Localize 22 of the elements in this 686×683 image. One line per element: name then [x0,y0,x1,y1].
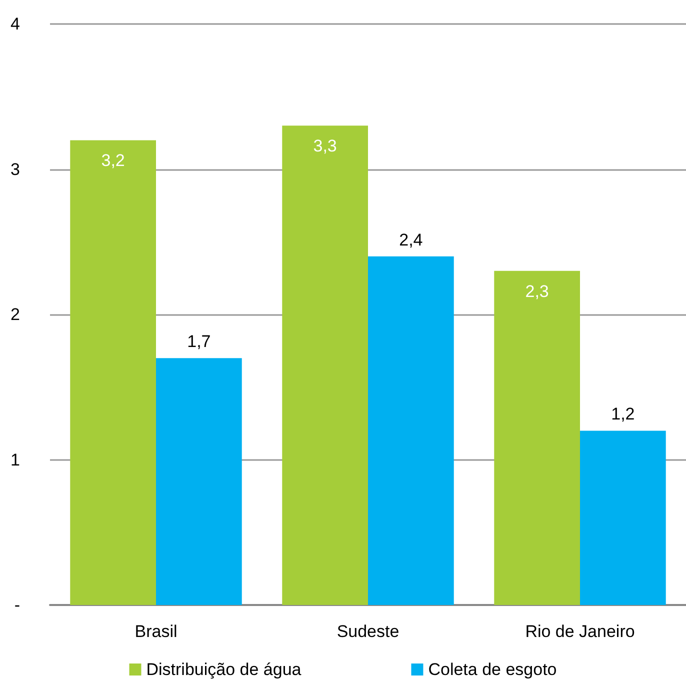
y-tick-label: 3 [10,160,20,179]
data-label: 3,2 [101,151,125,170]
y-tick-label: 2 [10,305,20,324]
bar [580,430,666,605]
y-tick-label: - [14,596,20,614]
bar [282,126,368,605]
data-label: 2,3 [525,282,549,301]
y-tick-label: 1 [10,450,20,470]
bar [368,256,454,605]
data-label: 1,7 [187,332,211,352]
x-tick-label: Sudeste [336,622,400,641]
bar [156,358,242,605]
y-tick-label: 4 [10,14,20,34]
x-tick-label: Rio de Janeiro [525,622,635,641]
bar [70,140,156,605]
legend-label: Distribuição de água [146,660,302,679]
bar [494,270,580,605]
data-label: 3,3 [313,136,337,156]
legend-label: Coleta de esgoto [428,660,557,679]
data-label: 2,4 [399,230,423,250]
x-tick-label: Brasil [134,622,178,641]
data-label: 1,2 [611,404,635,424]
